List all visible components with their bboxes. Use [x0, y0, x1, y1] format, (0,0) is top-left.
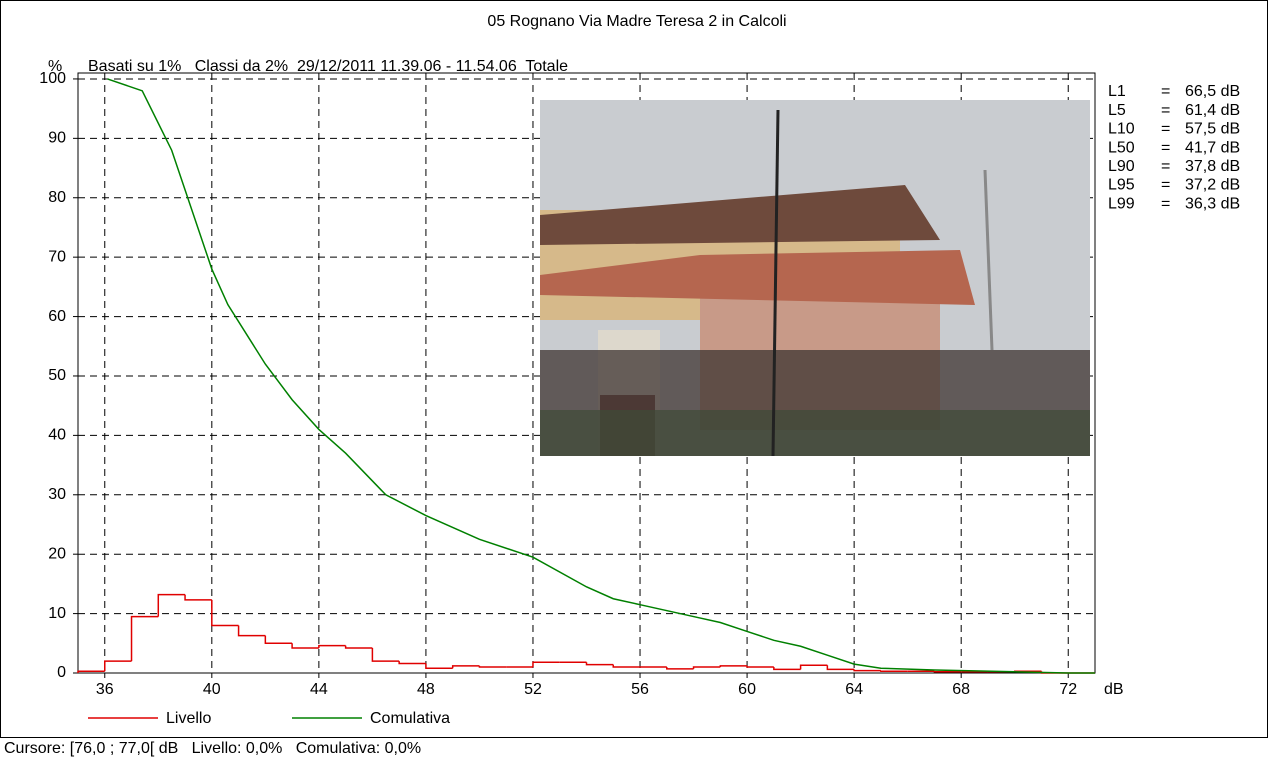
histogram-step — [425, 663, 453, 669]
x-tick-label: 52 — [524, 681, 542, 698]
stat-eq: = — [1161, 139, 1170, 156]
histogram-step — [719, 665, 748, 668]
x-axis-label: dB — [1104, 681, 1124, 698]
histogram-step — [398, 661, 426, 665]
y-tick-label: 80 — [48, 189, 66, 206]
stat-eq: = — [1161, 195, 1170, 212]
x-tick-label: 64 — [845, 681, 863, 698]
histogram-step — [478, 665, 507, 668]
stat-value: 57,5 dB — [1185, 121, 1240, 138]
stat-eq: = — [1161, 121, 1170, 138]
photo — [540, 100, 1090, 457]
stat-value: 41,7 dB — [1185, 139, 1240, 156]
histogram-step — [104, 660, 132, 672]
stat-value: 37,2 dB — [1185, 177, 1240, 194]
histogram-step — [264, 635, 293, 645]
cursor-info: Cursore: [76,0 ; 77,0[ dB Livello: 0,0% … — [4, 740, 421, 757]
stat-value: 36,3 dB — [1185, 195, 1240, 212]
histogram-step — [211, 599, 239, 627]
y-tick-label: 100 — [39, 70, 66, 87]
stat-value: 61,4 dB — [1185, 102, 1240, 119]
stat-name: L10 — [1108, 121, 1135, 138]
histogram-step — [451, 665, 480, 669]
histogram-step — [612, 664, 641, 668]
histogram-step — [692, 666, 721, 669]
histogram-step — [344, 645, 373, 649]
y-tick-label: 20 — [48, 545, 66, 562]
histogram-step — [746, 665, 774, 668]
cumulative-line — [107, 78, 1095, 674]
stat-value: 66,5 dB — [1185, 83, 1240, 100]
histogram-step — [585, 662, 614, 666]
y-tick-label: 30 — [48, 486, 66, 503]
histogram-step — [773, 667, 801, 671]
stat-value: 37,8 dB — [1185, 158, 1240, 175]
y-tick-label: 60 — [48, 308, 66, 325]
x-tick-label: 60 — [738, 681, 756, 698]
plot-border — [77, 72, 1096, 674]
stats: L1 = 66,5 dB L5 = 61,4 dB L10 = 57,5 dB L50 = 41,7 … — [1108, 83, 1240, 212]
stat-name: L95 — [1108, 177, 1135, 194]
stat-eq: = — [1161, 83, 1170, 100]
histogram-step — [880, 670, 908, 672]
legend-label: Livello — [166, 710, 211, 727]
frame — [0, 0, 1268, 738]
stat-name: L99 — [1108, 195, 1135, 212]
x-tick-label: 72 — [1059, 681, 1077, 698]
stat-eq: = — [1161, 102, 1170, 119]
x-tick-label: 48 — [417, 681, 435, 698]
y-tick-label: 90 — [48, 130, 66, 147]
stat-name: L5 — [1108, 102, 1126, 119]
stat-eq: = — [1161, 158, 1170, 175]
histogram-step — [157, 593, 186, 617]
y-tick-label: 70 — [48, 248, 66, 265]
x-tick-label: 36 — [96, 681, 114, 698]
x-tick-label: 44 — [310, 681, 328, 698]
histogram-step — [826, 665, 855, 671]
x-tick-label: 68 — [952, 681, 970, 698]
stat-eq: = — [1161, 177, 1170, 194]
x-tick-label: 56 — [631, 681, 649, 698]
histogram-step — [318, 644, 346, 649]
histogram-step — [853, 669, 881, 672]
x-tick-label: 40 — [203, 681, 221, 698]
histogram-step — [237, 625, 266, 637]
legend: Livello Comulativa — [88, 710, 450, 727]
histogram-step — [933, 671, 962, 673]
histogram-step — [532, 661, 560, 668]
stat-name: L90 — [1108, 158, 1135, 175]
histogram-step — [799, 664, 828, 670]
y-tick-label: 0 — [57, 664, 66, 681]
histogram-step — [130, 615, 159, 662]
y-tick-label: 50 — [48, 367, 66, 384]
plot: 0 10 20 30 40 50 60 70 80 90 100 36 40 44 48 52 56 60 64 68… — [39, 70, 1096, 698]
stat-name: L50 — [1108, 139, 1135, 156]
histogram-step — [371, 648, 400, 662]
legend-label: Comulativa — [370, 710, 450, 727]
histogram-step — [77, 670, 105, 673]
y-axis-label: % — [48, 58, 62, 75]
histogram-step — [184, 594, 212, 601]
subtitle: Basati su 1% Classi da 2% 29/12/2011 11.… — [88, 58, 568, 75]
y-tick-label: 10 — [48, 605, 66, 622]
histogram-step — [291, 643, 319, 649]
y-tick-label: 40 — [48, 427, 66, 444]
stat-name: L1 — [1108, 83, 1126, 100]
histogram-step — [666, 667, 694, 670]
chart-title: 05 Rognano Via Madre Teresa 2 in Calcoli — [487, 13, 786, 30]
